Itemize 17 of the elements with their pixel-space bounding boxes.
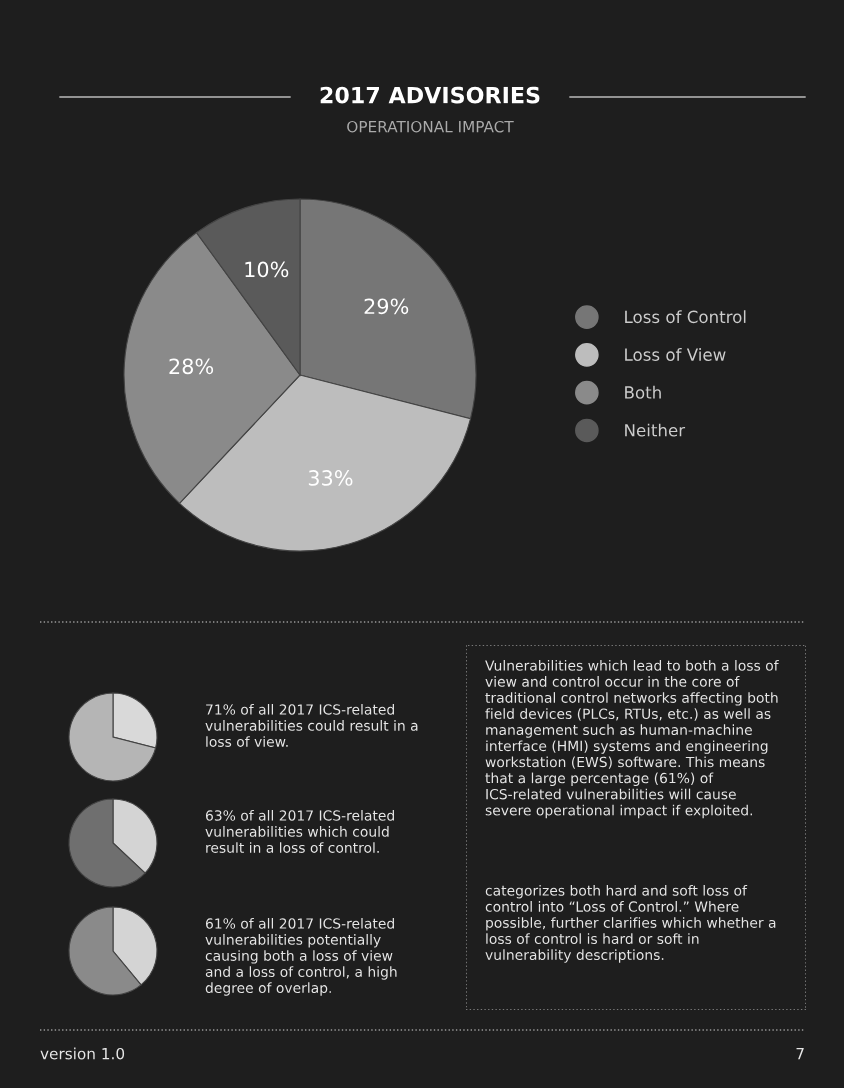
text: 7 [796,1048,804,1060]
data-label: 29% [364,298,409,315]
legend-label: Neither [625,423,686,437]
data-label: 10% [245,261,289,278]
data-label: 28% [169,358,214,375]
text: Vulnerabilities which lead to both a loss of view and control occur in the core of traditional control networks affecting both field devices (PLCs, RTUs, etc.) as well as management such as human-machine interface (HMI) systems and engineering workstation (EWS) software. This means that a large percentage (61%) of ICS-related vulnerabilities will cause severe operational impact if exploited. [485,660,779,819]
data-label: 33% [308,470,353,486]
chart-title: 2017 ADVISORIES [320,86,540,104]
text: version 1.0 [40,1047,125,1060]
chart-subtitle: OPERATIONAL IMPACT [347,120,514,133]
legend-label: Both [625,385,661,399]
text: categorizes both hard and soft loss of control into “Loss of Control.” Where possible, further clarifies which whether a loss of control is hard or soft in vulnerability descriptions. [485,885,776,963]
text: 71% of all 2017 ICS-related vulnerabilities could result in a loss of view. [205,704,418,747]
legend-label: Loss of View [625,348,726,361]
legend-label: Loss of Control [625,310,746,324]
text: 63% of all 2017 ICS-related vulnerabilities which could result in a loss of control. [205,810,394,853]
text: 61% of all 2017 ICS-related vulnerabilities potentially causing both a loss of view and a loss of control, a high degree of overlap. [205,918,397,996]
